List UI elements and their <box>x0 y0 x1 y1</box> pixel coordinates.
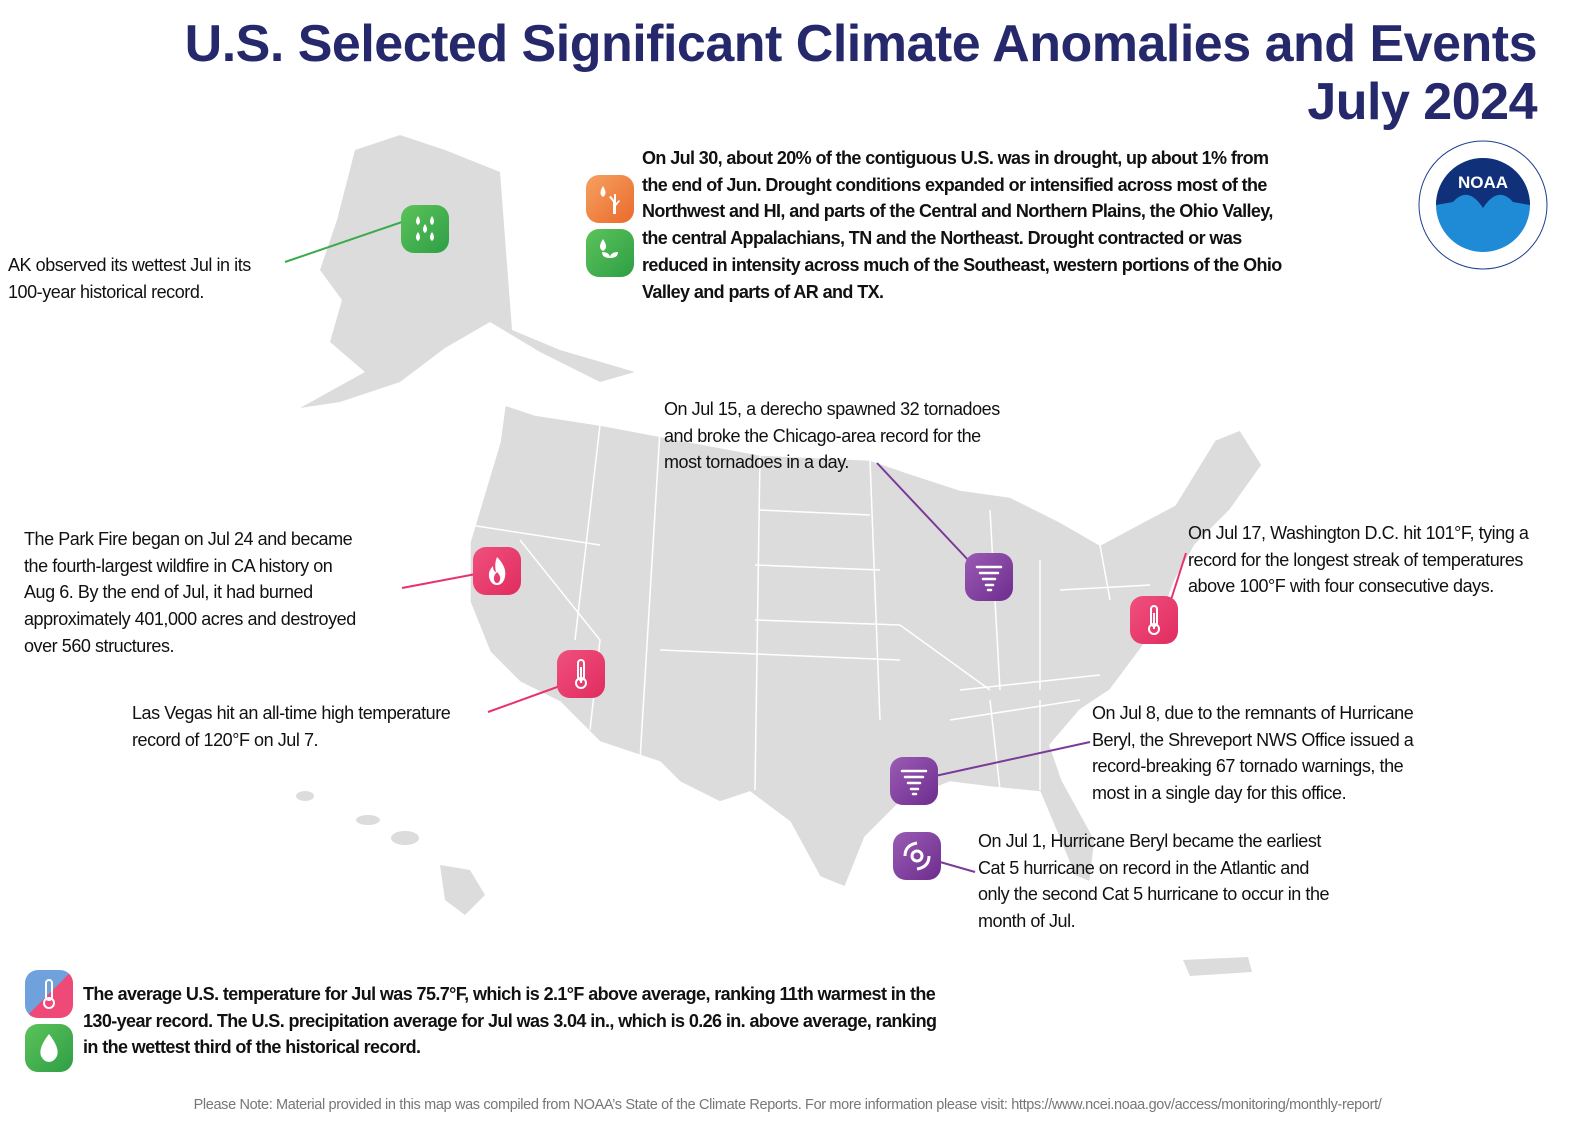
wildfire-icon <box>473 547 521 595</box>
alaska-shape <box>300 135 635 408</box>
puerto-rico-shape <box>1183 957 1252 976</box>
washington-event-text: On Jul 17, Washington D.C. hit 101°F, ty… <box>1188 523 1529 597</box>
tornado-icon <box>890 757 938 805</box>
noaa-logo-text: NOAA <box>1458 173 1508 192</box>
page-title: U.S. Selected Significant Climate Anomal… <box>184 15 1538 73</box>
thermometer-icon <box>557 650 605 698</box>
hawaii-shape <box>296 791 485 915</box>
conus-shape <box>469 404 1263 888</box>
alaska-event-text: AK observed its wettest Jul in its 100-ye… <box>8 255 251 302</box>
tornado-icon <box>965 553 1013 601</box>
shreveport-event-text: On Jul 8, due to the remnants of Hurrica… <box>1092 703 1414 804</box>
hurricane-icon <box>893 832 941 880</box>
temperature-icon <box>25 970 73 1018</box>
page-subtitle: July 2024 <box>1307 73 1537 131</box>
drought-icon <box>586 175 634 223</box>
leader-lines <box>284 221 1187 873</box>
las-vegas-event-text: Las Vegas hit an all-time high temperatu… <box>132 703 451 750</box>
drought-improvement-icon <box>586 229 634 277</box>
national-summary-text: The average U.S. temperature for Jul was… <box>83 984 937 1058</box>
beryl-event-text: On Jul 1, Hurricane Beryl became the ear… <box>978 831 1330 932</box>
drought-event-text: On Jul 30, about 20% of the contiguous U… <box>642 148 1282 302</box>
park-fire-event-text: The Park Fire began on Jul 24 and became… <box>24 529 356 656</box>
precipitation-icon <box>25 1024 73 1072</box>
rain-drops-icon <box>401 205 449 253</box>
source-note: Please Note: Material provided in this m… <box>193 1097 1382 1113</box>
noaa-logo: NOAA <box>1418 140 1548 270</box>
derecho-event-text: On Jul 15, a derecho spawned 32 tornadoe… <box>664 399 1000 473</box>
thermometer-icon <box>1130 596 1178 644</box>
